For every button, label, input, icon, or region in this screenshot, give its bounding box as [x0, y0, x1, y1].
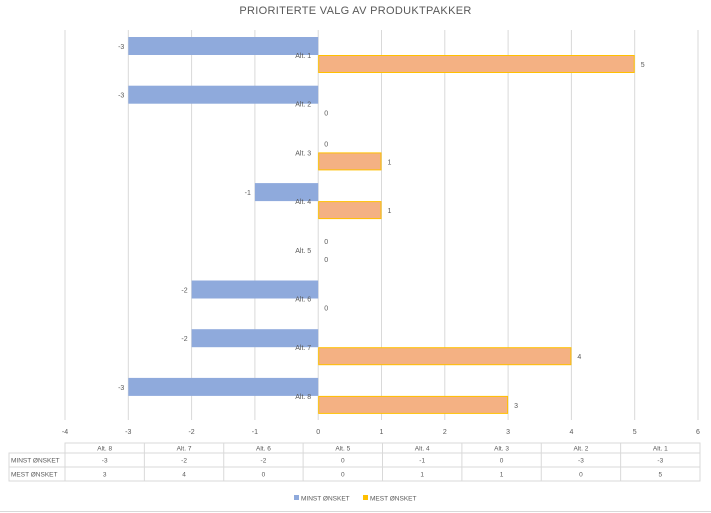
divider	[0, 511, 711, 512]
data-table-cell: 0	[341, 472, 345, 479]
x-tick-label: 5	[633, 429, 637, 436]
category-label: Alt. 6	[295, 297, 311, 304]
data-table-row-label: MINST ØNSKET	[11, 458, 60, 465]
data-label: -3	[118, 93, 124, 100]
x-tick-label: 1	[380, 429, 384, 436]
bar-minst-onsket	[191, 280, 319, 299]
category-label: Alt. 3	[295, 150, 311, 157]
data-table-cell: 1	[500, 472, 504, 479]
category-label: Alt. 8	[295, 394, 311, 401]
x-tick-label: 2	[443, 429, 447, 436]
data-label: -2	[181, 336, 187, 343]
data-table-cell: 0	[500, 458, 504, 465]
bar-mest-onsket	[318, 395, 509, 414]
category-label: Alt. 5	[295, 248, 311, 255]
data-table-header: Alt. 8	[97, 446, 112, 453]
data-table-header: Alt. 4	[415, 446, 430, 453]
data-label: 4	[577, 354, 581, 361]
data-table-cell: 3	[103, 472, 107, 479]
category-label: Alt. 1	[295, 53, 311, 60]
bar-mest-onsket	[318, 55, 635, 73]
data-label: 1	[388, 208, 392, 215]
category-label: Alt. 4	[295, 199, 311, 206]
data-table-header: Alt. 7	[177, 446, 192, 453]
data-table-cell: 5	[659, 472, 663, 479]
bar-minst-onsket	[128, 37, 319, 55]
data-table-row-label: MEST ØNSKET	[11, 472, 58, 479]
data-table-cell: 0	[579, 472, 583, 479]
data-table-cell: 1	[420, 472, 424, 479]
x-tick-label: -1	[252, 429, 258, 436]
bar-minst-onsket	[128, 377, 319, 396]
data-table-header: Alt. 2	[574, 446, 589, 453]
data-table-header: Alt. 3	[494, 446, 509, 453]
legend-label: MEST ØNSKET	[370, 496, 417, 503]
bar-mest-onsket	[318, 347, 572, 366]
data-table-header: Alt. 6	[256, 446, 271, 453]
data-label: -1	[245, 190, 251, 197]
data-label: 0	[324, 306, 328, 313]
data-table-cell: 0	[341, 458, 345, 465]
data-table-cell: -2	[181, 458, 187, 465]
data-table-header: Alt. 5	[335, 446, 350, 453]
data-label: 3	[514, 403, 518, 410]
bar-mest-onsket	[318, 152, 382, 171]
data-table-cell: -3	[657, 458, 663, 465]
legend-swatch	[294, 495, 299, 500]
x-tick-label: 4	[569, 429, 573, 436]
x-tick-label: -2	[188, 429, 194, 436]
category-label: Alt. 7	[295, 345, 311, 352]
data-table-cell: 4	[182, 472, 186, 479]
chart-title: PRIORITERTE VALG AV PRODUKTPAKKER	[239, 5, 472, 17]
data-label: 0	[324, 239, 328, 246]
bar-minst-onsket	[254, 183, 319, 202]
bar-minst-onsket	[191, 329, 319, 348]
category-label: Alt. 2	[295, 102, 311, 109]
legend-swatch	[363, 495, 368, 500]
data-table-cell: -3	[578, 458, 584, 465]
data-label: 0	[324, 141, 328, 148]
data-label: 0	[324, 257, 328, 264]
bar-minst-onsket	[128, 85, 319, 104]
data-label: 1	[388, 159, 392, 166]
data-label: -3	[118, 385, 124, 392]
data-label: -2	[181, 288, 187, 295]
data-table-cell: 0	[262, 472, 266, 479]
data-table-header: Alt. 1	[653, 446, 668, 453]
x-tick-label: -3	[125, 429, 131, 436]
data-label: -3	[118, 44, 124, 51]
x-tick-label: 6	[696, 429, 700, 436]
data-label: 5	[641, 62, 645, 69]
x-tick-label: -4	[62, 429, 68, 436]
data-label: 0	[324, 111, 328, 118]
x-tick-label: 3	[506, 429, 510, 436]
data-table-cell: -1	[419, 458, 425, 465]
data-table-cell: -2	[261, 458, 267, 465]
legend-label: MINST ØNSKET	[301, 496, 350, 503]
x-tick-label: 0	[316, 429, 320, 436]
bar-mest-onsket	[318, 201, 382, 220]
data-table-cell: -3	[102, 458, 108, 465]
